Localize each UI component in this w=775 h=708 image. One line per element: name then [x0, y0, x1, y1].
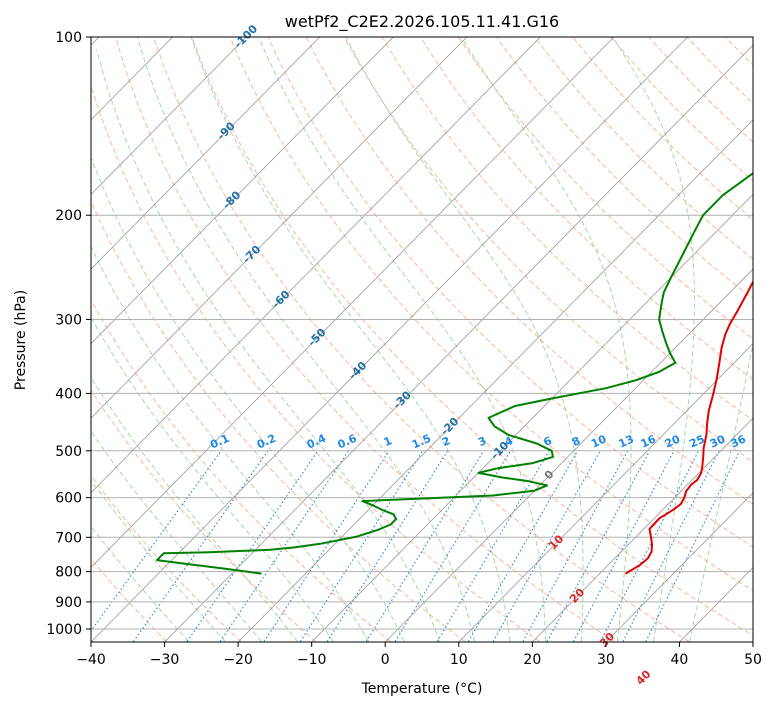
sounding-profiles — [156, 171, 753, 575]
moist-adiabat — [91, 245, 370, 642]
mixing-ratio-line — [394, 450, 511, 642]
isotherm — [753, 37, 775, 642]
isotherm — [91, 37, 394, 345]
isotherm — [458, 343, 753, 642]
mixing-ratio-label: 10 — [589, 432, 609, 450]
dry-adiabat — [91, 558, 167, 642]
mixing-ratio-line — [365, 450, 485, 642]
x-axis: −40 −30 −20 −10 0 10 20 30 40 50 — [76, 642, 762, 668]
isotherm — [606, 492, 753, 642]
mixing-ratio-line — [132, 450, 269, 642]
isotherm — [532, 417, 753, 642]
moist-adiabat — [91, 479, 226, 642]
dewpoint-profile — [156, 171, 753, 575]
y-tick-label: 100 — [55, 30, 82, 46]
isotherm — [385, 268, 753, 642]
x-tick-label: −20 — [223, 652, 253, 668]
isotherm — [91, 37, 247, 195]
y-tick-label: 1000 — [46, 622, 82, 638]
isotherm — [164, 44, 753, 642]
dry-adiabat — [343, 37, 753, 463]
moist-adiabat — [91, 525, 189, 642]
y-tick-label: 500 — [55, 444, 82, 460]
moist-adiabat — [190, 37, 511, 642]
x-tick-label: −10 — [297, 652, 327, 668]
isotherm — [91, 37, 468, 419]
moist-adiabat — [91, 430, 262, 642]
mixing-ratio-label: 36 — [729, 432, 749, 450]
isotherm — [311, 193, 753, 642]
x-tick-label: 50 — [744, 652, 762, 668]
dry-adiabat — [457, 37, 753, 340]
dry-adiabat — [763, 37, 775, 642]
x-tick-label: 0 — [381, 652, 390, 668]
isotherm — [91, 37, 541, 494]
mixing-ratio-label: 13 — [617, 433, 636, 451]
dry-adiabat — [91, 389, 317, 642]
y-tick-label: 400 — [55, 386, 82, 402]
dry-adiabat — [91, 199, 466, 642]
dry-adiabat — [381, 37, 753, 421]
mixing-ratio-line — [522, 450, 629, 642]
dry-adiabat — [91, 474, 242, 642]
mixing-ratio-label: 16 — [639, 432, 659, 450]
dry-adiabat — [229, 37, 753, 592]
x-tick-label: 10 — [450, 652, 468, 668]
y-axis: 100 200 300 400 500 600 700 800 900 1000 — [46, 30, 91, 638]
y-tick-label: 300 — [55, 312, 82, 328]
mixing-ratio-label: 30 — [708, 432, 728, 450]
dry-adiabat — [115, 37, 615, 642]
x-tick-label: 40 — [671, 652, 689, 668]
moist-adiabat — [345, 37, 584, 642]
y-tick-label: 900 — [55, 595, 82, 611]
background-lines — [91, 37, 775, 642]
y-tick-label: 600 — [55, 491, 82, 507]
moist-adiabat — [137, 37, 476, 642]
x-tick-label: −30 — [150, 652, 180, 668]
isotherm — [91, 37, 688, 642]
moist-adiabat — [689, 341, 753, 642]
x-tick-label: 30 — [597, 652, 615, 668]
y-tick-label: 700 — [55, 530, 82, 546]
chart-title: wetPf2_C2E2.2026.105.11.41.G16 — [285, 12, 559, 32]
isotherm-label: 40 — [634, 667, 654, 687]
y-axis-label: Pressure (hPa) — [13, 290, 29, 390]
temperature-profile — [625, 279, 753, 575]
dry-adiabat — [305, 37, 753, 505]
mixing-ratio-line — [492, 450, 601, 642]
mixing-ratio-line — [186, 450, 319, 642]
mixing-ratio-line — [645, 450, 741, 642]
isotherm — [91, 37, 615, 568]
moist-adiabat — [460, 37, 632, 642]
mixing-ratio-label: 20 — [663, 432, 683, 450]
x-tick-label: −40 — [76, 652, 106, 668]
moist-adiabat — [96, 49, 440, 642]
plot-background — [91, 37, 753, 642]
dry-adiabat — [267, 37, 753, 548]
y-tick-label: 200 — [55, 208, 82, 224]
mixing-ratio-line — [299, 450, 424, 642]
mixing-ratio-line — [326, 450, 449, 642]
y-tick-label: 800 — [55, 565, 82, 581]
moist-adiabat — [258, 37, 547, 642]
moist-adiabat — [91, 155, 405, 642]
mixing-ratio-line — [91, 450, 222, 632]
mixing-ratio-line — [467, 450, 579, 642]
isotherm — [91, 37, 321, 270]
x-tick-label: 20 — [523, 652, 541, 668]
dry-adiabat — [91, 84, 540, 642]
dry-adiabat — [91, 298, 391, 642]
mixing-ratio-label: 25 — [687, 433, 706, 451]
plot-frame — [90, 36, 754, 643]
x-axis-label: Temperature (°C) — [361, 681, 483, 697]
moist-adiabat — [612, 37, 695, 642]
dry-adiabat — [153, 37, 689, 642]
